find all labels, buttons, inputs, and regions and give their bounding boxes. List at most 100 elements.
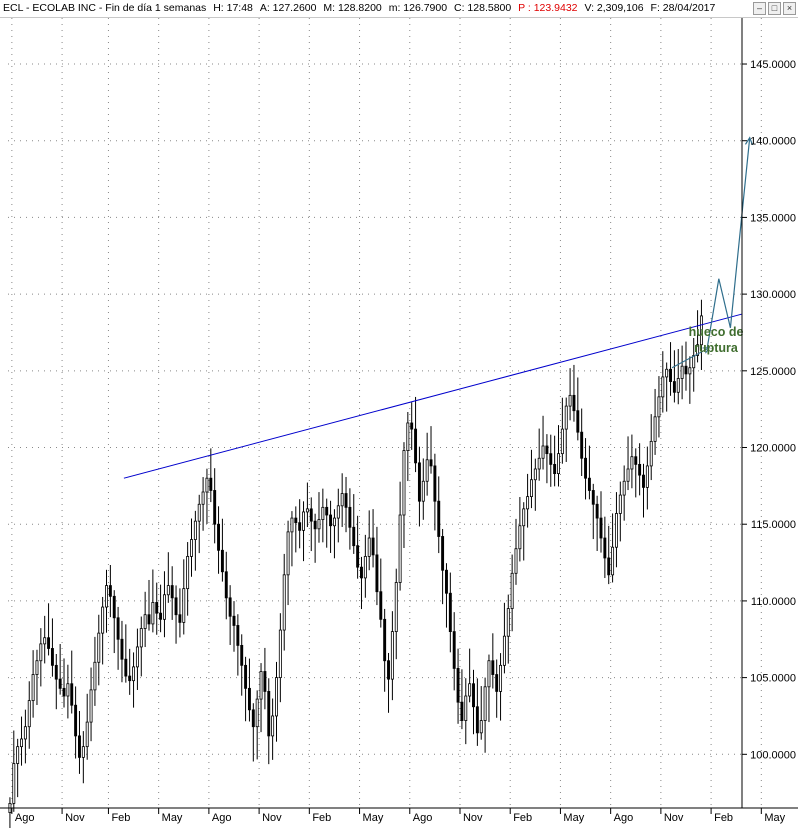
candle-body	[78, 735, 81, 758]
candle-body	[263, 671, 267, 692]
candle-body	[572, 394, 576, 412]
candle-body	[522, 508, 526, 527]
candle-body	[20, 738, 23, 748]
candle-body	[81, 746, 85, 758]
candle-body	[441, 536, 445, 571]
candle-body	[479, 720, 483, 734]
close-button[interactable]: ×	[783, 2, 796, 15]
candle-body	[54, 664, 58, 680]
candle-body	[43, 637, 47, 645]
candle-body	[417, 462, 421, 502]
candle-body	[236, 625, 240, 646]
chart-title-bar: ECL - ECOLAB INC - Fin de día 1 semanas …	[0, 0, 798, 18]
candle-body	[406, 422, 410, 451]
candle-body	[464, 695, 468, 721]
candle-body	[448, 592, 452, 632]
candle-body	[170, 585, 174, 599]
candle-body	[298, 522, 302, 531]
candle-body	[108, 585, 112, 597]
candle-body	[452, 631, 456, 669]
candle-body	[491, 660, 495, 675]
grid-lines	[8, 18, 762, 808]
candle-body	[437, 500, 441, 537]
candle-body	[193, 520, 197, 540]
candle-body	[375, 554, 379, 593]
candle-body	[275, 677, 278, 717]
annotation-arrow	[671, 348, 709, 369]
candle-body	[425, 459, 429, 482]
y-tick-label: 145.0000	[750, 59, 796, 71]
candle-body	[495, 674, 499, 692]
candle-body	[568, 394, 572, 407]
candle-body	[502, 635, 506, 666]
annotation-label: hueco de ruptura	[689, 325, 744, 355]
candle-body	[433, 465, 437, 502]
candle-body	[35, 660, 39, 675]
candle-body	[557, 453, 560, 474]
volume-value: V: 2,309,106	[584, 2, 644, 14]
candle-body	[201, 491, 205, 505]
x-tick-label: Nov	[65, 812, 85, 824]
candle-body	[70, 683, 74, 706]
candle-body	[155, 602, 159, 614]
close-value: C: 128.5800	[454, 2, 512, 14]
candle-body	[309, 508, 313, 522]
candle-body	[526, 496, 530, 510]
candle-body	[367, 537, 371, 557]
candle-body	[356, 545, 360, 568]
y-tick-label: 110.0000	[751, 596, 796, 608]
candle-body	[190, 539, 193, 557]
candle-body	[387, 660, 390, 680]
candle-body	[132, 666, 136, 682]
candle-body	[611, 546, 615, 576]
candle-body	[699, 315, 703, 346]
candle-body	[174, 597, 178, 616]
candle-body	[510, 572, 514, 609]
candle-body	[105, 585, 108, 608]
candle-body	[162, 594, 166, 620]
x-axis: Ago Nov Feb May Ago Nov Feb May Ago Nov Feb May Ago N…	[0, 807, 798, 824]
candle-body	[74, 704, 78, 737]
candle-body	[259, 671, 263, 700]
high-value: M: 128.8200	[323, 2, 382, 14]
resistance-trendline	[123, 313, 743, 479]
candle-body	[12, 763, 16, 804]
minimize-button[interactable]: –	[753, 2, 766, 15]
candle-body	[402, 450, 406, 516]
average-value: P : 123.9432	[518, 2, 578, 14]
candle-body	[139, 628, 143, 648]
x-tick-label: Ago	[614, 812, 634, 824]
candle-body	[224, 571, 228, 599]
x-tick-label: Ago	[212, 812, 232, 824]
window-controls: – □ ×	[751, 2, 796, 15]
candle-body	[669, 368, 672, 382]
price-chart[interactable]: hueco de ruptura 100.0000 105.0000 110.000…	[0, 18, 798, 828]
candle-body	[545, 445, 549, 455]
time-label: H: 17:48	[213, 2, 253, 14]
candle-body	[456, 668, 460, 703]
candle-body	[661, 376, 665, 398]
candle-body	[645, 465, 649, 488]
candle-body	[514, 548, 518, 574]
candle-body	[217, 523, 221, 551]
candle-body	[576, 410, 580, 433]
candle-body	[680, 365, 684, 379]
y-tick-label: 130.0000	[750, 289, 796, 301]
candle-body	[120, 638, 124, 660]
candle-body	[483, 686, 487, 721]
candle-body	[383, 618, 387, 662]
candle-body	[414, 428, 418, 464]
candle-body	[445, 569, 448, 594]
x-tick-label: Ago	[15, 812, 35, 824]
candle-body	[688, 367, 692, 375]
maximize-button[interactable]: □	[768, 2, 781, 15]
candle-body	[93, 661, 97, 691]
candle-body	[182, 588, 186, 623]
candle-body	[271, 715, 275, 737]
candle-body	[317, 519, 321, 530]
candle-body	[294, 517, 298, 524]
candle-body	[267, 691, 271, 737]
candle-body	[518, 525, 522, 550]
candle-body	[638, 463, 642, 476]
candle-body	[649, 440, 653, 467]
